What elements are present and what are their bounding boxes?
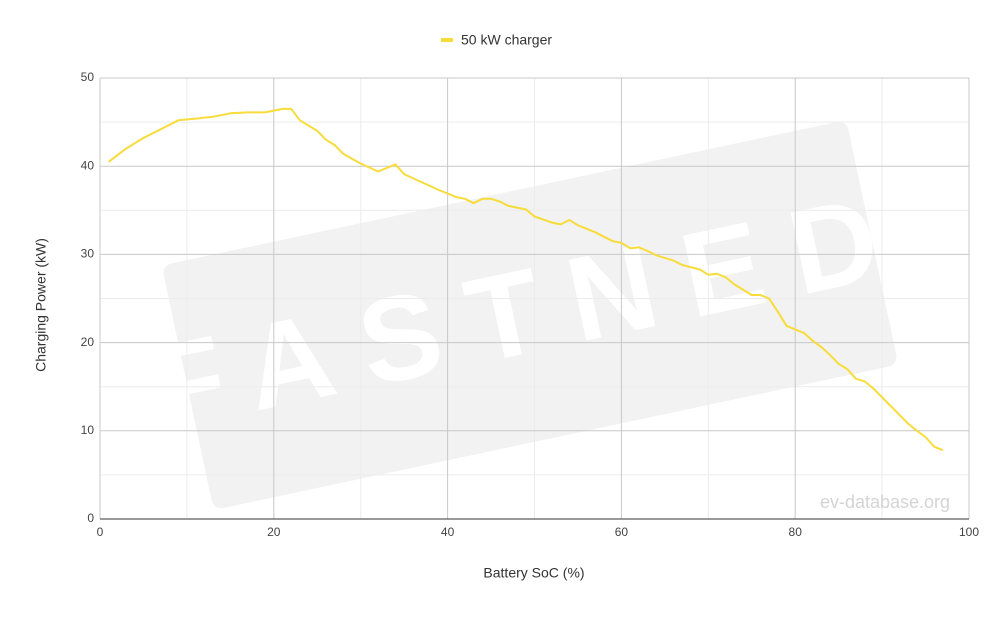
x-tick-label: 80 bbox=[789, 525, 803, 539]
x-tick-label: 0 bbox=[97, 525, 104, 539]
watermark: FASTNED bbox=[139, 121, 920, 509]
x-tick-label: 60 bbox=[615, 525, 629, 539]
grid bbox=[99, 77, 970, 520]
y-axis-title: Charging Power (kW) bbox=[33, 238, 49, 372]
y-tick-label: 30 bbox=[81, 247, 95, 261]
x-axis-title: Battery SoC (%) bbox=[483, 565, 584, 581]
x-tick-label: 20 bbox=[267, 525, 281, 539]
legend-label: 50 kW charger bbox=[461, 32, 552, 48]
y-tick-label: 50 bbox=[81, 70, 95, 84]
y-tick-label: 0 bbox=[87, 511, 94, 525]
data-line bbox=[108, 107, 944, 452]
y-tick-label: 20 bbox=[81, 335, 95, 349]
watermark-box bbox=[163, 121, 897, 509]
y-tick-label: 10 bbox=[81, 423, 95, 437]
watermark-source: ev-database.org bbox=[820, 492, 950, 512]
x-tick-label: 100 bbox=[959, 525, 979, 539]
x-tick-label: 40 bbox=[441, 525, 455, 539]
y-tick-label: 40 bbox=[81, 158, 95, 172]
